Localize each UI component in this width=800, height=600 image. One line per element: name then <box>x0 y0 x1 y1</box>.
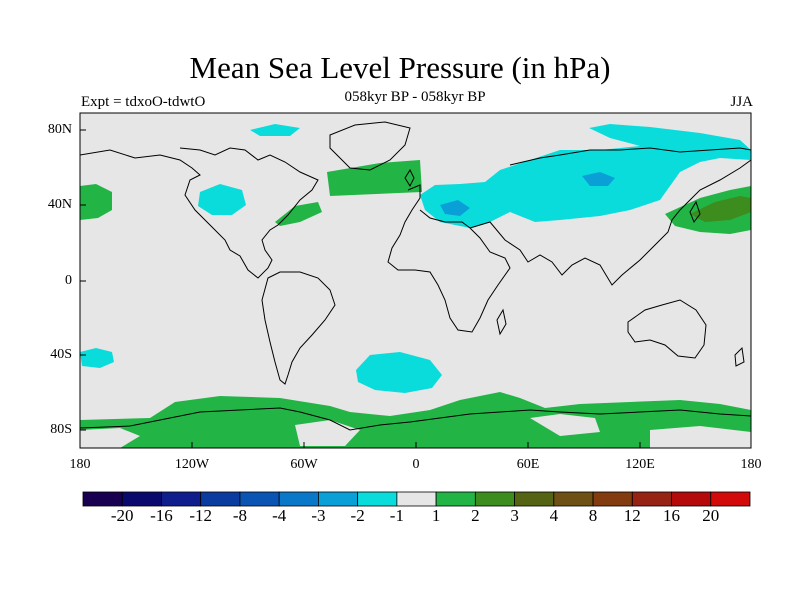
y-label-0: 0 <box>65 273 72 288</box>
legend-swatch <box>631 491 672 507</box>
legend-swatch <box>592 491 633 507</box>
legend-label: -3 <box>311 506 326 525</box>
y-label-80n: 80N <box>47 122 72 137</box>
us-east-positive <box>275 202 322 226</box>
map-subtitle: 058kyr BP - 058kyr BP <box>344 89 486 105</box>
legend-bar <box>82 491 751 507</box>
y-label-40s: 40S <box>50 347 72 362</box>
north-america-coast <box>80 147 319 279</box>
map-title: Mean Sea Level Pressure (in hPa) <box>189 50 611 85</box>
legend-label: -1 <box>389 506 404 525</box>
australia-coast <box>627 299 707 359</box>
south-atlantic-negative <box>356 352 442 393</box>
arctic-small-negative <box>250 124 300 136</box>
map-panel <box>80 113 751 448</box>
legend-swatch <box>121 491 162 507</box>
west-pacific-positive <box>80 184 112 220</box>
legend-label: -2 <box>350 506 365 525</box>
x-label-0: 0 <box>412 457 420 472</box>
legend-swatch <box>278 491 319 507</box>
legend-swatch <box>710 491 751 507</box>
legend-label: -20 <box>110 506 134 525</box>
legend-swatch <box>553 491 594 507</box>
mediterranean-negative-core <box>440 200 470 216</box>
north-atlantic-positive <box>327 160 422 196</box>
x-label-120e: 120E <box>625 457 655 472</box>
legend-label: -16 <box>150 506 173 525</box>
axis-ticks <box>79 129 752 448</box>
legend-label: -8 <box>232 506 248 525</box>
uk-coast <box>404 168 415 188</box>
antarctic-gap-2 <box>530 414 600 436</box>
legend-label: 4 <box>549 506 559 525</box>
antarctica-coast <box>80 407 751 431</box>
south-america-coast <box>261 271 336 385</box>
season-label: JJA <box>730 94 753 110</box>
x-label-60w: 60W <box>290 457 318 472</box>
legend-swatch <box>396 491 437 507</box>
legend-swatch <box>357 491 398 507</box>
europe-africa-coast <box>387 184 511 333</box>
x-label-180w: 180 <box>69 457 91 472</box>
greenland-coast <box>329 121 411 171</box>
antarctic-positive <box>80 392 751 448</box>
asia-coast <box>469 147 751 286</box>
x-label-180e: 180 <box>740 457 762 472</box>
x-label-120w: 120W <box>174 457 210 472</box>
eurasia-negative-core <box>582 172 615 186</box>
legend-swatch <box>671 491 712 507</box>
south-pacific-negative <box>80 348 114 368</box>
japan-coast <box>689 200 701 224</box>
y-label-80s: 80S <box>50 422 72 437</box>
legend-label: -12 <box>189 506 213 525</box>
legend-label: 12 <box>623 506 641 525</box>
legend-swatch <box>239 491 280 507</box>
new-zealand-coast <box>734 346 745 367</box>
legend-label: 2 <box>471 506 480 525</box>
legend-label: 1 <box>431 506 441 525</box>
legend-label: 3 <box>510 506 519 525</box>
antarctic-gap-4 <box>80 428 140 448</box>
experiment-label: Expt = tdxoO-tdwtO <box>81 94 206 110</box>
legend-swatch <box>514 491 555 507</box>
antarctic-gap-3 <box>650 426 751 448</box>
legend-swatch <box>474 491 515 507</box>
legend-label: -4 <box>272 506 287 525</box>
legend-swatch <box>161 491 202 507</box>
north-pacific-core <box>690 196 751 222</box>
legend-swatch <box>82 491 123 507</box>
north-america-negative <box>198 184 246 215</box>
x-label-60e: 60E <box>516 457 540 472</box>
legend-swatch <box>200 491 241 507</box>
y-label-40n: 40N <box>47 197 72 212</box>
legend-label: 20 <box>702 506 720 525</box>
legend-label: 8 <box>588 506 598 525</box>
madagascar-coast <box>496 308 507 336</box>
legend-swatch <box>318 491 359 507</box>
coastlines <box>80 121 751 431</box>
legend-swatch <box>435 491 476 507</box>
legend-label: 16 <box>663 506 681 525</box>
